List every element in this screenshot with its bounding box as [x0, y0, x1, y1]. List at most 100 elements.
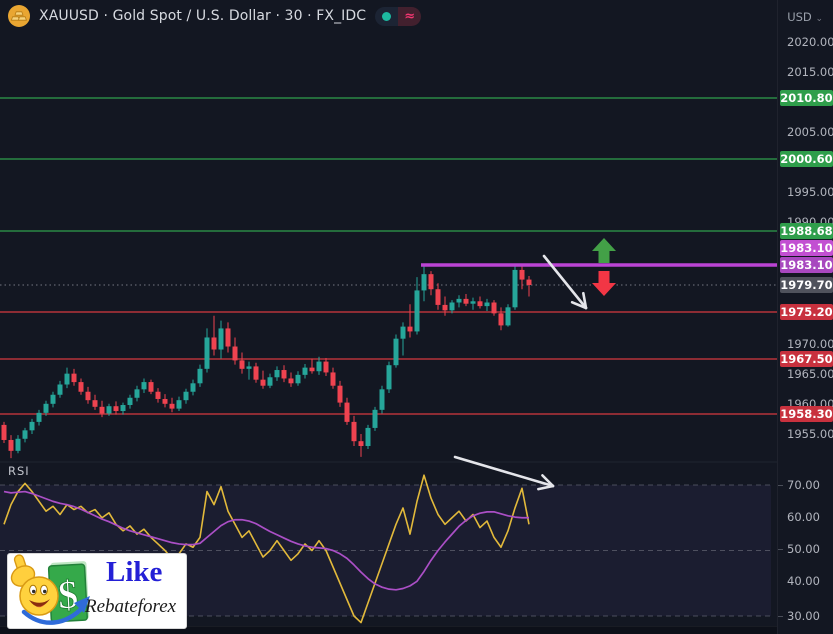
candle: [344, 402, 350, 422]
candle: [211, 337, 217, 350]
price-level-badge: 1967.50: [780, 351, 833, 367]
candle: [477, 301, 483, 307]
trend-arrowhead: [582, 291, 588, 310]
candle: [1, 424, 7, 440]
logo-word-rebateforex: Rebateforex: [85, 596, 177, 617]
candle: [169, 403, 175, 409]
candle: [435, 289, 441, 305]
candle: [232, 346, 238, 361]
axis-dash: [778, 485, 783, 486]
candle: [358, 441, 364, 447]
candle: [120, 405, 126, 412]
candle: [526, 279, 532, 286]
svg-text:$: $: [57, 572, 79, 618]
rsi-indicator-label[interactable]: RSI: [8, 464, 30, 478]
candle: [176, 400, 182, 409]
candle: [323, 361, 329, 373]
price-level-badge: 1983.10: [780, 240, 833, 256]
candle: [50, 394, 56, 404]
currency-selector[interactable]: USD ⌄: [787, 10, 823, 24]
trend-arrow[interactable]: [453, 455, 555, 488]
candle: [330, 372, 336, 386]
trend-arrow[interactable]: [542, 254, 588, 310]
candle: [29, 421, 35, 431]
gold-coin-icon: [8, 5, 30, 27]
indicator-toggle-pill[interactable]: ≈: [375, 6, 422, 26]
candle: [141, 382, 147, 390]
toggle-dot-segment[interactable]: [375, 6, 399, 26]
candle: [183, 391, 189, 401]
rsi-tick: 50.00: [787, 542, 820, 556]
trend-arrowhead: [541, 474, 555, 488]
candle: [316, 361, 322, 372]
toggle-wave-segment[interactable]: ≈: [398, 6, 422, 26]
candle: [99, 406, 105, 414]
candle: [162, 398, 168, 404]
candle: [85, 391, 91, 401]
candle: [148, 382, 154, 392]
candle: [92, 400, 98, 407]
price-axis[interactable]: 2020.00 2015.00 2005.00 1995.00 1990.00 1970.…: [777, 0, 833, 634]
rsi-tick: 60.00: [787, 510, 820, 524]
price-level-badge: 2010.80: [780, 90, 833, 106]
logo-mascot-icon: $: [10, 554, 90, 625]
currency-label: USD: [787, 10, 812, 24]
candle: [407, 326, 413, 332]
price-level-badge: 1988.68: [780, 223, 833, 239]
wave-icon: ≈: [404, 8, 416, 24]
candle: [218, 328, 224, 350]
time-axis-strip[interactable]: [0, 626, 833, 634]
trend-arrowhead: [537, 484, 555, 491]
candle: [78, 382, 84, 392]
axis-dash: [778, 549, 783, 550]
candle: [246, 366, 252, 369]
candle: [393, 338, 399, 366]
symbol-title[interactable]: XAUUSD · Gold Spot / U.S. Dollar · 30 · …: [39, 8, 367, 24]
candle: [288, 378, 294, 384]
rsi-ma-line: [3, 490, 529, 591]
candle: [36, 412, 42, 422]
candle: [351, 421, 357, 442]
candle: [15, 438, 21, 451]
candle: [463, 298, 469, 304]
up-block-arrow[interactable]: [592, 238, 616, 263]
candle: [302, 367, 308, 375]
candle: [379, 389, 385, 410]
candle: [225, 328, 231, 347]
candle: [498, 313, 504, 326]
candle: [155, 391, 161, 399]
candle: [414, 290, 420, 332]
candle: [470, 301, 476, 304]
candle: [309, 367, 315, 372]
price-tick: 1995.00: [787, 185, 833, 199]
candle: [113, 406, 119, 412]
price-level-badge: 2000.60: [780, 151, 833, 167]
chevron-down-icon: ⌄: [815, 14, 823, 24]
candle: [204, 337, 210, 369]
trend-arrowhead: [570, 300, 588, 310]
candle: [295, 374, 301, 384]
candle: [134, 389, 140, 398]
candle: [491, 302, 497, 314]
candle: [197, 368, 203, 384]
candle: [512, 269, 518, 308]
candle: [281, 370, 287, 379]
status-dot-icon: [382, 11, 392, 21]
price-tick: 2005.00: [787, 125, 833, 139]
candle: [274, 370, 280, 378]
symbol-legend: XAUUSD · Gold Spot / U.S. Dollar · 30 · …: [8, 5, 422, 27]
candle: [449, 302, 455, 311]
candle: [127, 397, 133, 406]
candle: [253, 366, 259, 380]
candle: [337, 385, 343, 403]
rsi-tick: 40.00: [787, 574, 820, 588]
candle: [421, 274, 427, 291]
candle: [428, 274, 434, 290]
candle: [386, 365, 392, 390]
logo-word-like: Like: [106, 556, 163, 588]
down-block-arrow[interactable]: [592, 271, 616, 296]
price-tick: 2020.00: [787, 35, 833, 49]
price-level-badge: 1979.70: [780, 277, 833, 293]
rsi-tick: 70.00: [787, 478, 820, 492]
